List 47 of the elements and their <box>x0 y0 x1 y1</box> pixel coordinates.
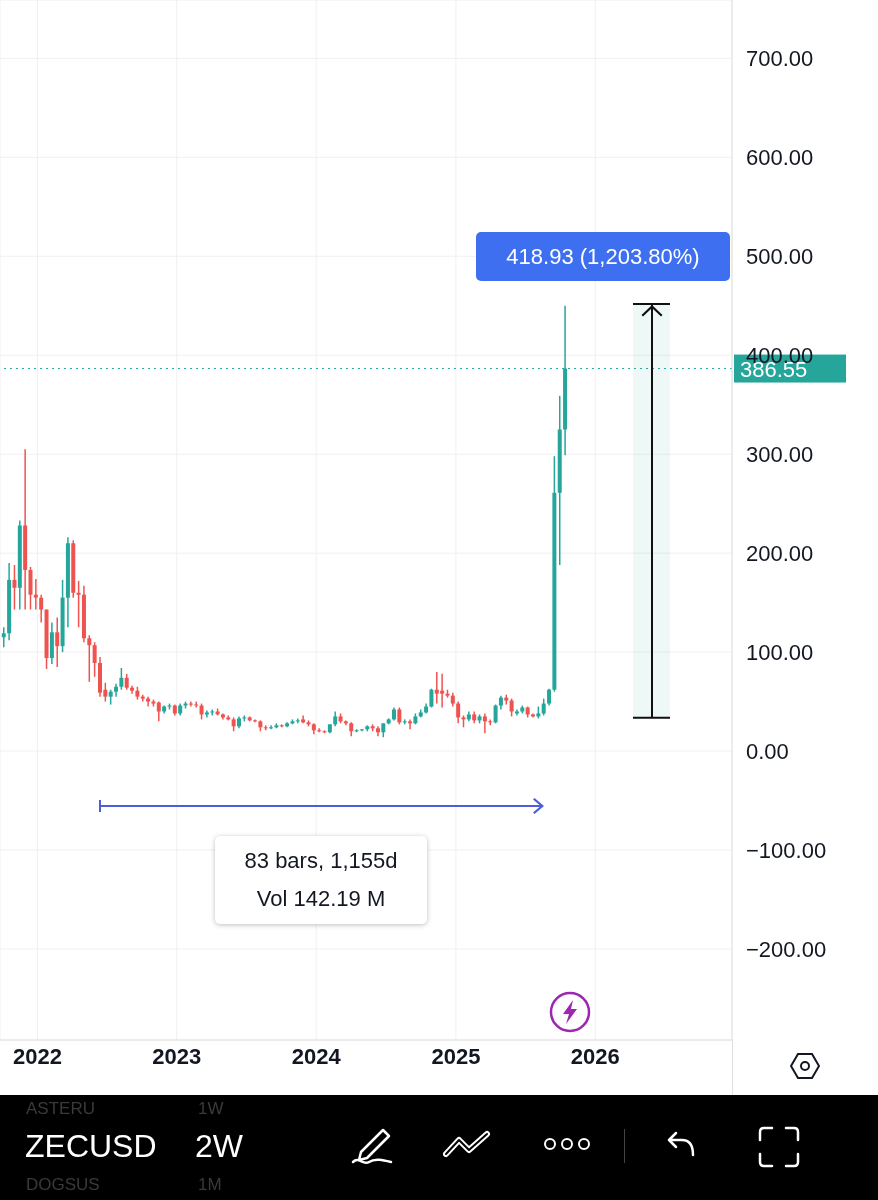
text: DOGSUS <box>26 1175 100 1195</box>
candlestick <box>269 724 274 731</box>
y-tick-label: 500.00 <box>746 244 814 270</box>
candlestick <box>253 718 258 724</box>
y-tick-label: −200.00 <box>746 936 827 962</box>
candlestick <box>456 700 461 725</box>
candlestick <box>140 693 145 703</box>
candlestick <box>33 578 38 611</box>
x-tick-label: 2025 <box>431 1043 481 1069</box>
candlestick <box>76 580 81 629</box>
candlestick <box>87 634 92 683</box>
annotation: 83 bars, 1,155d <box>244 848 398 874</box>
text: 1M <box>198 1175 222 1195</box>
candlestick <box>188 700 193 708</box>
y-tick-label: 200.00 <box>746 540 814 566</box>
candlestick <box>146 695 151 708</box>
candlestick <box>317 727 322 734</box>
y-tick-label: 300.00 <box>746 442 814 468</box>
candlestick <box>39 593 44 624</box>
x-tick-label: 2026 <box>570 1043 620 1069</box>
candlestick <box>408 718 413 731</box>
text: 1W <box>198 1099 224 1119</box>
candlestick <box>55 616 60 668</box>
text: 2W <box>195 1128 243 1165</box>
x-tick-label: 2022 <box>12 1043 62 1069</box>
y-tick-label: 0.00 <box>746 738 789 764</box>
candlestick <box>429 687 434 709</box>
y-tick-label: −100.00 <box>746 837 827 863</box>
y-tick-label: 700.00 <box>746 46 814 72</box>
candlestick <box>493 703 498 725</box>
text: ZECUSD <box>25 1128 157 1165</box>
y-tick-label: 100.00 <box>746 639 814 665</box>
y-tick-label: 600.00 <box>746 145 814 171</box>
candlestick <box>295 717 300 725</box>
x-tick-label: 2023 <box>152 1043 202 1069</box>
candlestick <box>1 626 6 648</box>
annotation: Vol 142.19 M <box>256 886 386 912</box>
candlestick <box>92 641 97 678</box>
candlestick <box>482 712 487 734</box>
annotation: 418.93 (1,203.80%) <box>476 232 730 281</box>
candlestick <box>194 700 199 709</box>
text: ASTERU <box>26 1099 95 1119</box>
x-tick-label: 2024 <box>291 1043 342 1069</box>
candlestick <box>488 718 493 727</box>
candlestick <box>12 564 17 611</box>
candlestick <box>204 709 209 719</box>
candlestick <box>119 667 124 691</box>
